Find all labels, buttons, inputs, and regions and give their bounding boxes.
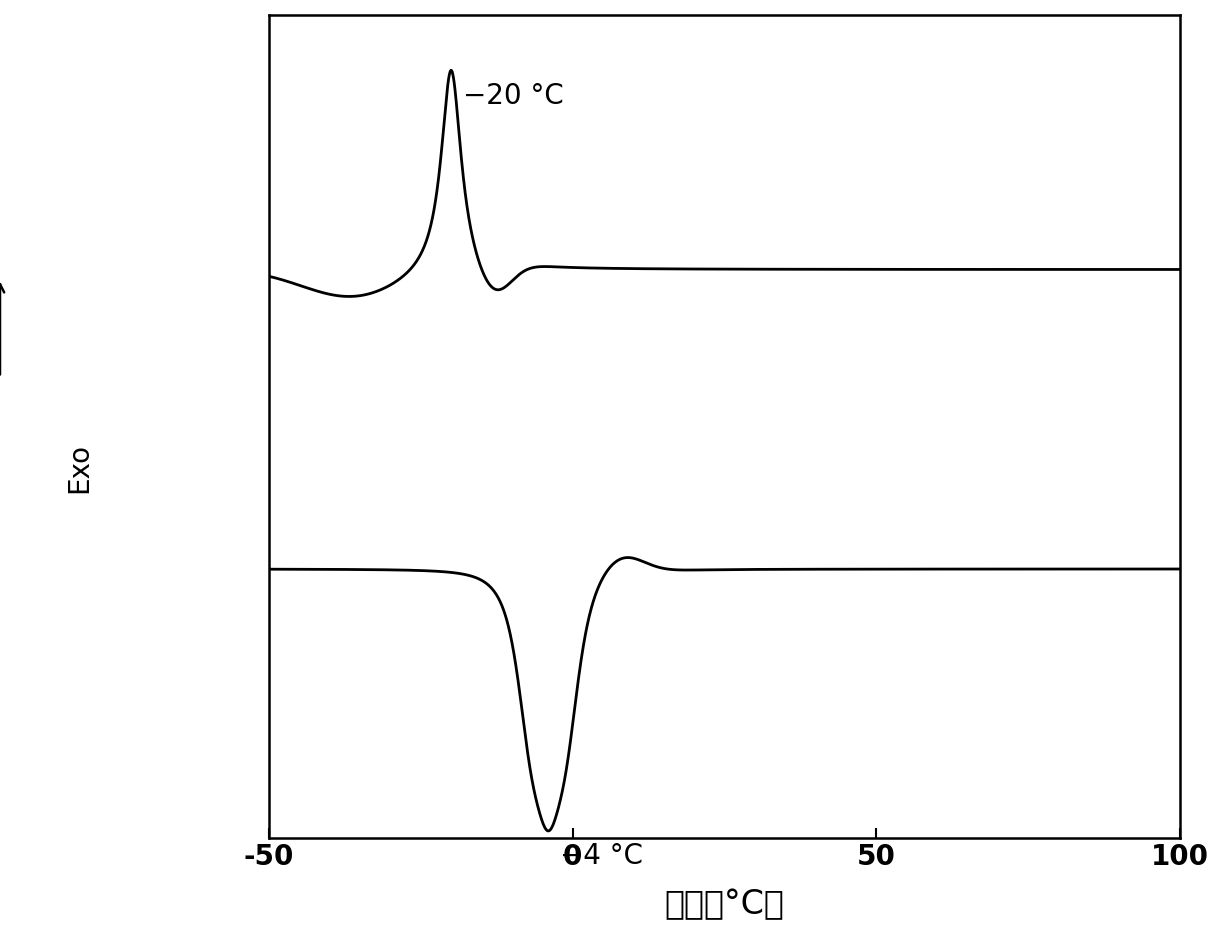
Text: −4 °C: −4 °C [561, 842, 644, 870]
Text: −20 °C: −20 °C [463, 81, 564, 110]
X-axis label: 温度（°C）: 温度（°C） [665, 888, 785, 921]
Text: Exo: Exo [66, 443, 93, 493]
